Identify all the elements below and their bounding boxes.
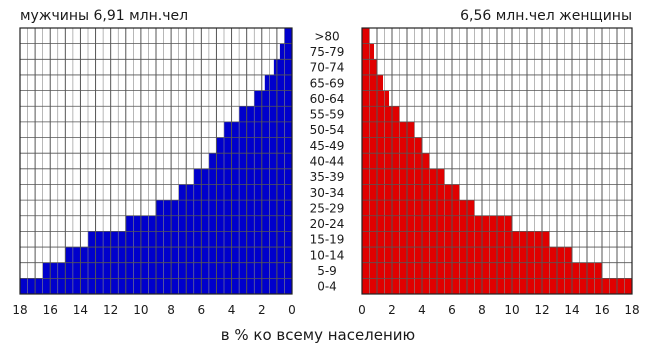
- tick-men-14: 14: [73, 303, 88, 317]
- bar-women-50-54: [362, 121, 415, 138]
- bar-men-30-34: [178, 184, 292, 201]
- tick-men-2: 2: [258, 303, 266, 317]
- age-label-25-29: 25-29: [310, 201, 345, 215]
- bar-men-75-79: [279, 43, 292, 60]
- tick-men-0: 0: [288, 303, 296, 317]
- bar-men-70-74: [273, 59, 292, 75]
- bar-men-15-19: [88, 231, 292, 248]
- age-label-5-9: 5-9: [317, 264, 337, 278]
- title-men: мужчины 6,91 млн.чел: [20, 8, 188, 24]
- age-label-60-64: 60-64: [310, 92, 345, 106]
- men-grid-frame: [19, 27, 293, 295]
- age-label-55-59: 55-59: [310, 108, 345, 122]
- tick-men-12: 12: [103, 303, 118, 317]
- bar-women-65-69: [362, 74, 383, 91]
- bar-women-55-59: [362, 106, 400, 122]
- men-grid: [19, 27, 293, 295]
- tick-women-8: 8: [478, 303, 486, 317]
- age-label-50-54: 50-54: [310, 123, 345, 137]
- age-label-10-14: 10-14: [310, 248, 345, 262]
- tick-women-12: 12: [534, 303, 549, 317]
- age-label-75-79: 75-79: [310, 45, 345, 59]
- women-grid: [361, 27, 633, 295]
- bar-women->80: [362, 28, 370, 44]
- tick-women-16: 16: [594, 303, 609, 317]
- bar-women-30-34: [362, 184, 460, 201]
- tick-women-2: 2: [388, 303, 396, 317]
- bar-men->80: [284, 28, 292, 44]
- age-label-65-69: 65-69: [310, 76, 345, 90]
- tick-men-4: 4: [228, 303, 236, 317]
- age-label-40-44: 40-44: [310, 155, 345, 169]
- tick-men-18: 18: [12, 303, 27, 317]
- age-label-30-34: 30-34: [310, 186, 345, 200]
- tick-women-18: 18: [624, 303, 639, 317]
- age-label-70-74: 70-74: [310, 61, 345, 75]
- tick-men-16: 16: [43, 303, 58, 317]
- tick-women-6: 6: [448, 303, 456, 317]
- bar-men-65-69: [264, 74, 292, 91]
- tick-men-10: 10: [133, 303, 148, 317]
- tick-men-6: 6: [198, 303, 206, 317]
- tick-women-14: 14: [564, 303, 579, 317]
- bar-women-40-44: [362, 153, 430, 169]
- women-grid-frame: [361, 27, 633, 295]
- bar-women-15-19: [362, 231, 550, 248]
- bar-women-35-39: [362, 168, 445, 185]
- bar-women-25-29: [362, 200, 475, 216]
- tick-women-10: 10: [504, 303, 519, 317]
- bar-men-40-44: [208, 153, 292, 169]
- bar-men-35-39: [193, 168, 292, 185]
- age-label-20-24: 20-24: [310, 217, 345, 231]
- tick-women-4: 4: [418, 303, 426, 317]
- age-label-0-4: 0-4: [317, 280, 337, 294]
- bar-men-60-64: [254, 90, 292, 107]
- tick-men-8: 8: [167, 303, 175, 317]
- age-label->80: >80: [314, 29, 339, 43]
- tick-women-0: 0: [358, 303, 366, 317]
- bar-men-50-54: [224, 121, 292, 138]
- x-tick-labels: 0 0 2 2 4 4 6 6 8 8 10 10 12 12 14 14 16 16 18 18: [12, 303, 639, 317]
- title-women: 6,56 млн.чел женщины: [460, 8, 632, 24]
- bar-women-75-79: [362, 43, 374, 60]
- bar-men-55-59: [239, 106, 292, 122]
- men-bars: [20, 28, 293, 294]
- age-label-45-49: 45-49: [310, 139, 345, 153]
- x-axis-label: в % ко всему населению: [221, 326, 415, 344]
- bar-men-5-9: [42, 262, 292, 279]
- age-label-15-19: 15-19: [310, 233, 345, 247]
- bar-women-60-64: [362, 90, 389, 107]
- age-label-35-39: 35-39: [310, 170, 345, 184]
